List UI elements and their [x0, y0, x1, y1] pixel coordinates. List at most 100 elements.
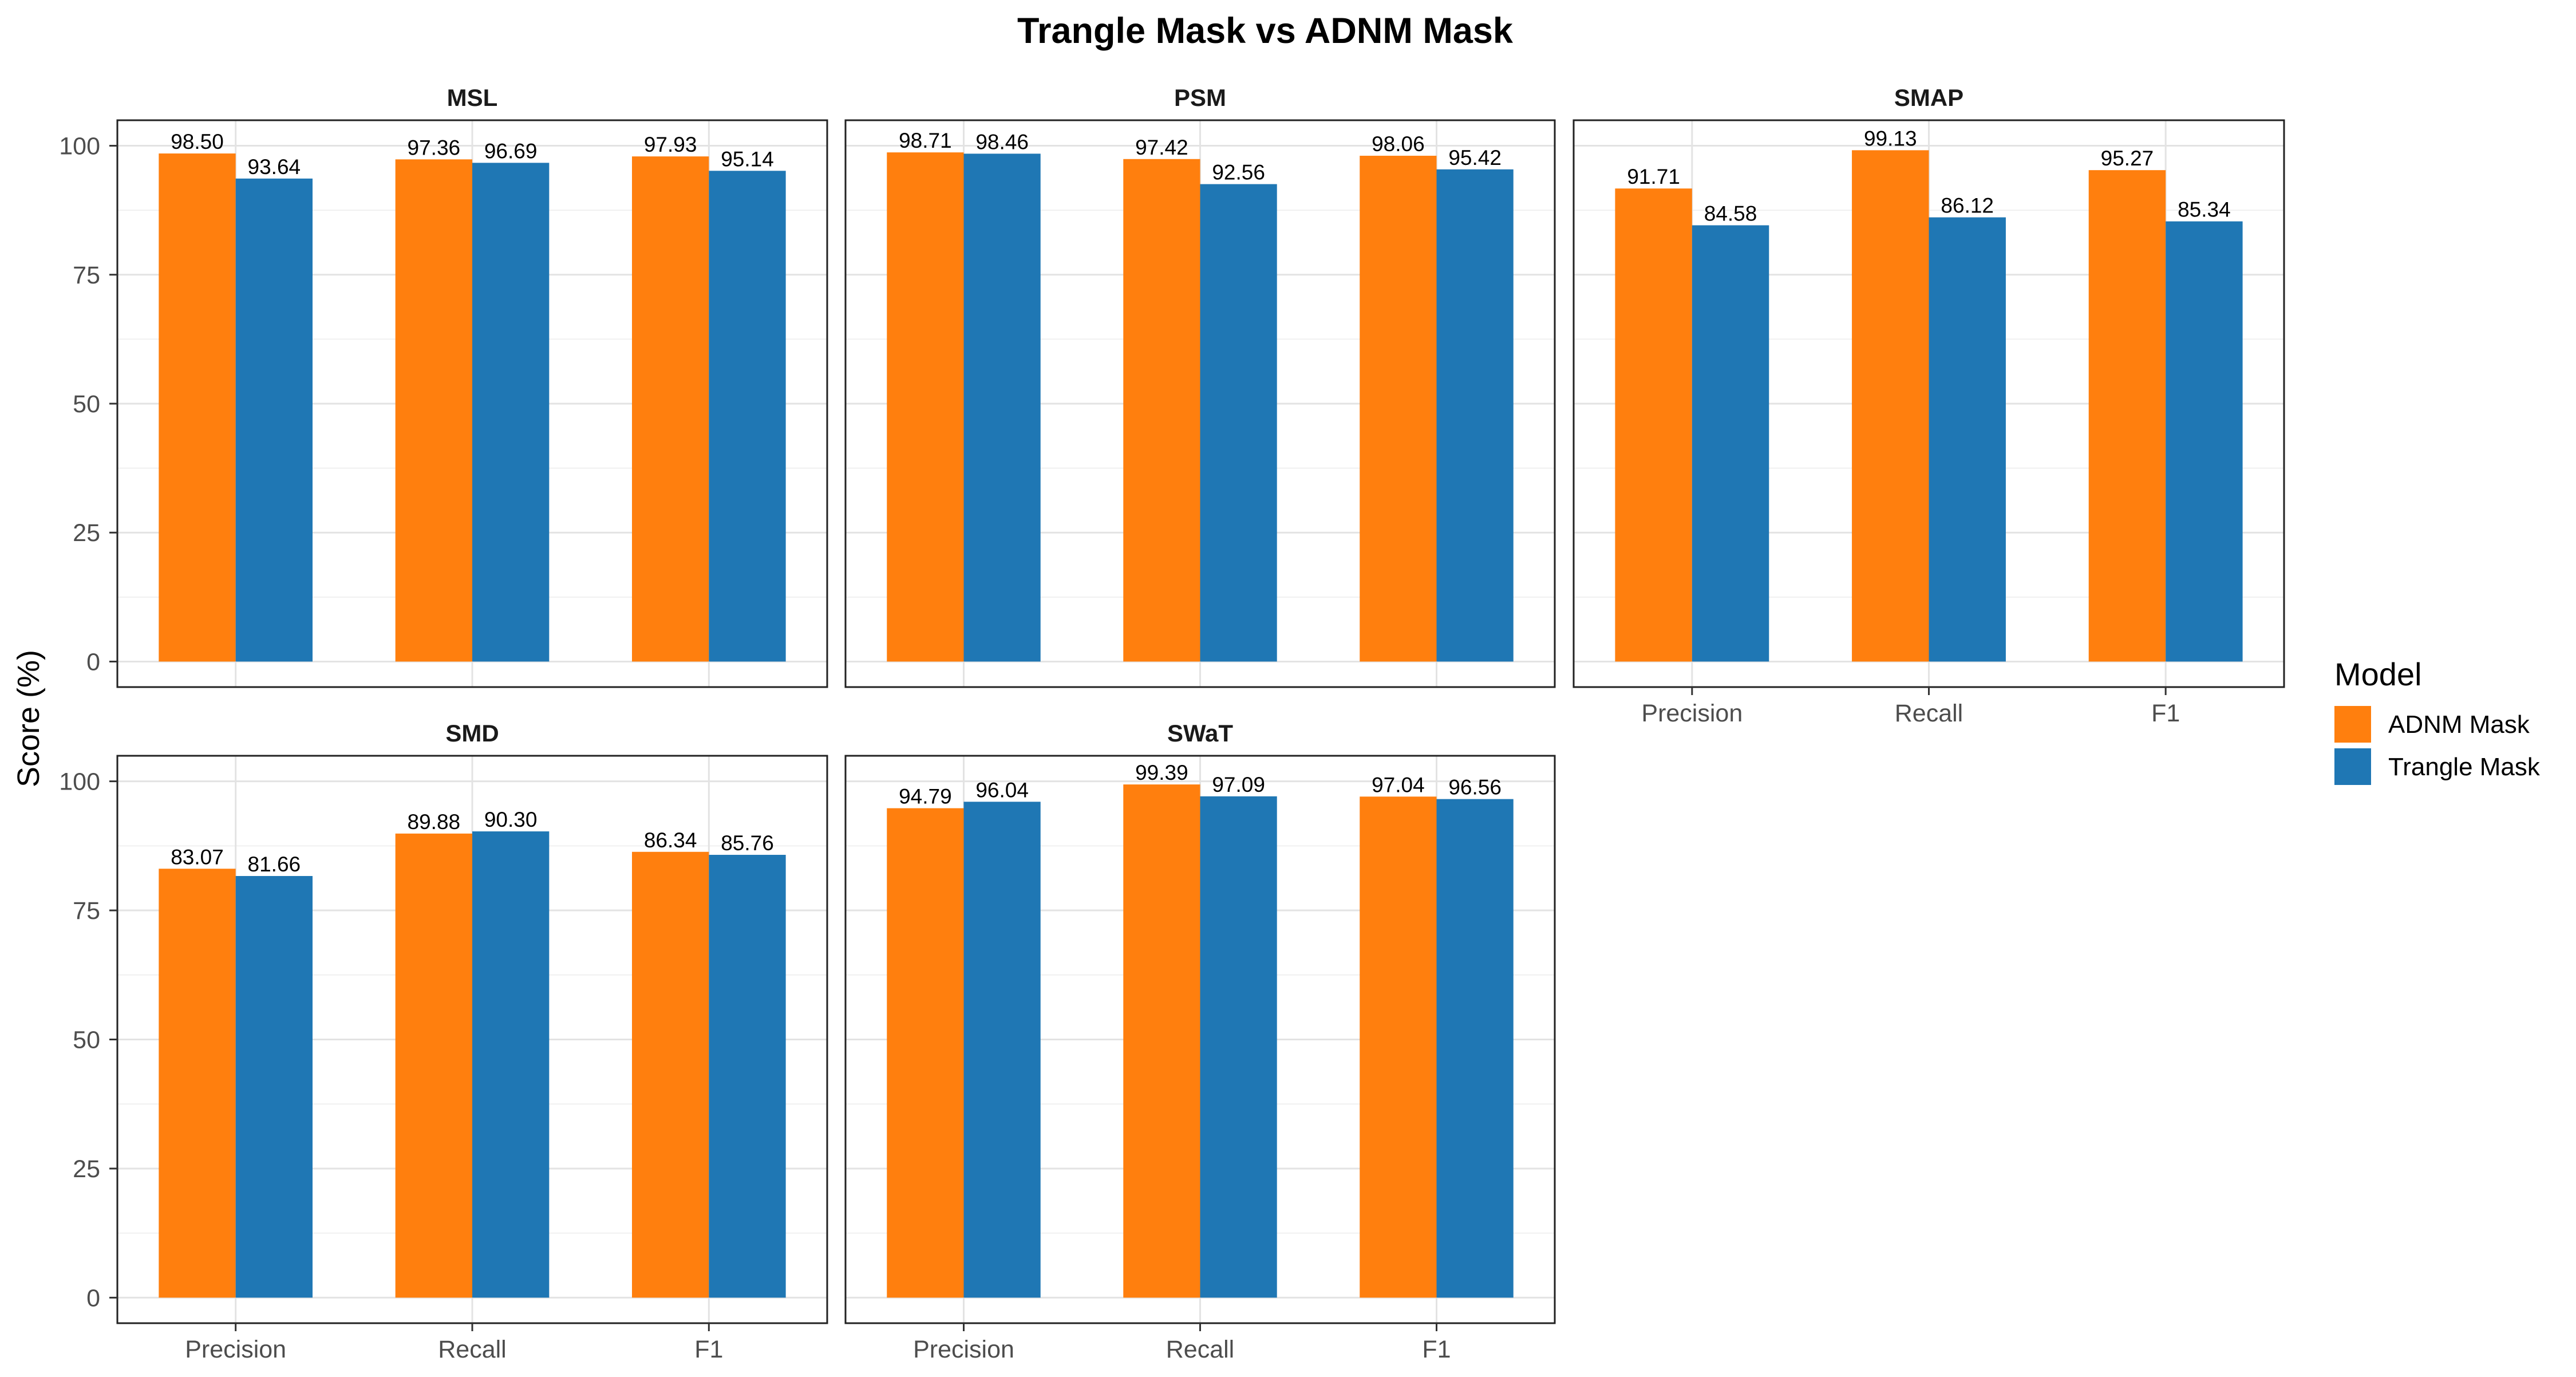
panel-title: SMD [445, 720, 499, 747]
data-label: 91.71 [1627, 165, 1680, 188]
data-label: 97.04 [1372, 773, 1425, 796]
y-tick-label: 100 [59, 768, 100, 796]
data-label: 92.56 [1212, 161, 1265, 184]
y-tick-label: 100 [59, 133, 100, 160]
x-tick-label: Precision [913, 1336, 1014, 1363]
data-label: 97.42 [1135, 136, 1188, 159]
bar-swat-f1-trangle [1436, 799, 1514, 1298]
bar-smd-f1-trangle [709, 855, 786, 1298]
panel-msl: 98.50 93.64 97.36 96.69 97.93 95.14 MSL 0 25 50 75… [59, 84, 828, 688]
y-tick-label: 50 [73, 390, 100, 418]
data-label: 95.14 [721, 147, 774, 171]
y-tick-label: 25 [73, 1155, 100, 1183]
bar-psm-f1-trangle [1436, 169, 1514, 662]
legend-key-adnm [2334, 706, 2371, 743]
x-tick-label: Recall [438, 1336, 507, 1363]
bar-smd-recall-adnm [395, 833, 472, 1298]
data-label: 99.39 [1135, 761, 1188, 784]
panel-smap: 91.71 84.58 99.13 86.12 95.27 85.34 SMAP Precis… [1573, 84, 2285, 727]
x-tick-label: Recall [1895, 700, 1963, 727]
data-label: 97.09 [1212, 773, 1265, 796]
bar-smd-f1-adnm [632, 851, 709, 1298]
data-label: 85.76 [721, 831, 774, 855]
y-tick-label: 25 [73, 519, 100, 547]
panels: 98.50 93.64 97.36 96.69 97.93 95.14 MSL 0 25 50 75… [59, 84, 2285, 1363]
panel-border [844, 119, 1556, 688]
bar-msl-recall-adnm [395, 159, 472, 662]
bar-smd-precision-trangle [235, 875, 313, 1298]
bar-smap-f1-trangle [2166, 221, 2243, 662]
data-label: 93.64 [248, 155, 301, 179]
y-tick-label: 0 [86, 648, 100, 676]
bar-msl-f1-trangle [709, 171, 786, 662]
legend-label: Trangle Mask [2388, 753, 2541, 781]
panel-smd: 83.07 81.66 89.88 90.30 86.34 85.76 SMD 0 25 50 75… [59, 720, 828, 1363]
legend: Model ADNM Mask Trangle Mask [2334, 656, 2541, 785]
data-label: 98.46 [975, 130, 1029, 153]
data-label: 99.13 [1864, 127, 1917, 150]
data-label: 85.34 [2178, 198, 2231, 222]
legend-title: Model [2334, 656, 2422, 692]
bar-swat-precision-adnm [887, 808, 964, 1298]
data-label: 84.58 [1704, 202, 1757, 225]
data-label: 86.12 [1941, 194, 1994, 218]
bar-psm-f1-adnm [1360, 156, 1437, 662]
bar-swat-recall-adnm [1123, 784, 1200, 1298]
data-label: 81.66 [248, 853, 301, 876]
data-label: 96.56 [1448, 776, 1502, 799]
y-tick-label: 50 [73, 1027, 100, 1054]
bar-swat-f1-adnm [1360, 796, 1437, 1298]
panel-title: SMAP [1894, 84, 1963, 111]
x-tick-label: F1 [2151, 700, 2180, 727]
bar-smd-recall-trangle [472, 831, 550, 1298]
data-label: 98.50 [171, 130, 224, 153]
panel-psm: 98.71 98.46 97.42 92.56 98.06 95.42 PSM [844, 84, 1556, 688]
bar-smap-precision-adnm [1615, 188, 1692, 662]
data-label: 95.27 [2101, 147, 2154, 170]
bar-psm-precision-trangle [963, 153, 1041, 662]
panel-title: SWaT [1167, 720, 1233, 747]
legend-label: ADNM Mask [2388, 711, 2530, 739]
x-tick-label: Recall [1166, 1336, 1235, 1363]
data-label: 83.07 [171, 845, 224, 869]
bar-psm-recall-adnm [1123, 159, 1200, 662]
data-label: 98.71 [899, 129, 952, 152]
data-label: 96.04 [975, 778, 1029, 802]
bar-msl-precision-trangle [235, 178, 313, 662]
x-tick-label: Precision [1641, 700, 1743, 727]
y-tick-label: 75 [73, 897, 100, 925]
panel-title: PSM [1174, 84, 1226, 111]
bar-swat-recall-trangle [1200, 796, 1277, 1298]
data-label: 95.42 [1448, 146, 1502, 169]
legend-key-trangle [2334, 748, 2371, 785]
bar-psm-recall-trangle [1200, 184, 1277, 662]
bar-smap-recall-adnm [1852, 150, 1929, 662]
data-label: 94.79 [899, 785, 952, 808]
data-label: 86.34 [644, 828, 697, 852]
bar-smap-recall-trangle [1929, 217, 2006, 662]
bar-msl-f1-adnm [632, 156, 709, 662]
bar-swat-precision-trangle [963, 802, 1041, 1298]
bar-psm-precision-adnm [887, 152, 964, 662]
y-tick-label: 75 [73, 262, 100, 289]
data-label: 96.69 [484, 139, 538, 163]
panel-title: MSL [447, 84, 498, 111]
data-label: 90.30 [484, 808, 538, 831]
bar-msl-recall-trangle [472, 163, 550, 662]
data-label: 89.88 [408, 810, 461, 834]
x-tick-label: F1 [694, 1336, 723, 1363]
y-axis-label: Score (%) [11, 650, 46, 787]
data-label: 98.06 [1372, 132, 1425, 156]
bar-smap-precision-trangle [1692, 225, 1769, 662]
data-label: 97.93 [644, 133, 697, 156]
bar-msl-precision-adnm [159, 153, 236, 662]
chart-title: Trangle Mask vs ADNM Mask [1017, 11, 1514, 51]
x-tick-label: F1 [1422, 1336, 1451, 1363]
bar-smd-precision-adnm [159, 869, 236, 1298]
data-label: 97.36 [408, 136, 461, 159]
x-tick-label: Precision [185, 1336, 286, 1363]
bar-smap-f1-adnm [2088, 170, 2166, 662]
panel-swat: 94.79 96.04 99.39 97.09 97.04 96.56 SWaT Precis… [844, 720, 1556, 1363]
